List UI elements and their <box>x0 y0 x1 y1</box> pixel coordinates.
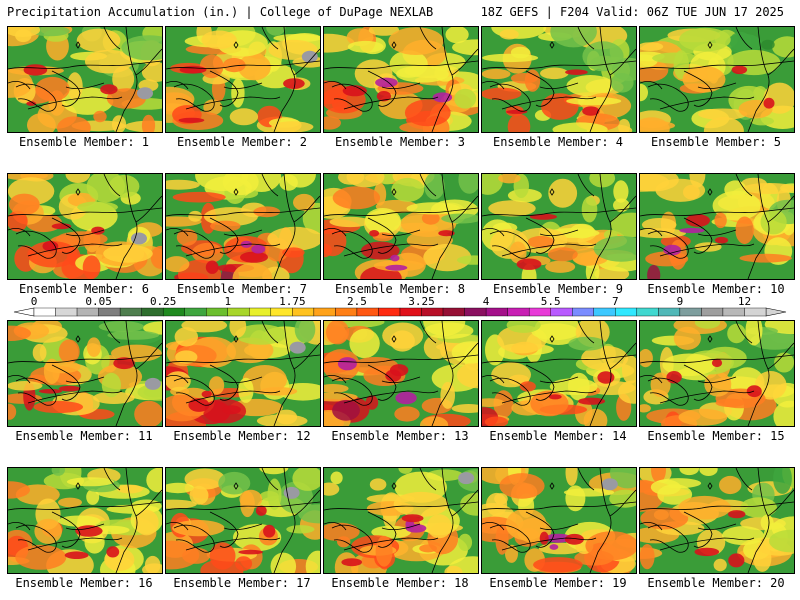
colorbar-tick-label: 0.05 <box>85 295 112 308</box>
colorbar-tick-label: 3.25 <box>408 295 435 308</box>
colorbar-swatch <box>528 307 551 317</box>
ensemble-member-label: Ensemble Member: 15 <box>647 429 785 443</box>
ensemble-member-label: Ensemble Member: 8 <box>334 282 466 296</box>
colorbar-swatch <box>119 307 142 317</box>
ensemble-member-map <box>481 467 637 574</box>
ensemble-member-label: Ensemble Member: 17 <box>173 576 311 590</box>
colorbar-swatch <box>356 307 379 317</box>
ensemble-member-map <box>481 320 637 427</box>
ensemble-member-label: Ensemble Member: 3 <box>334 135 466 149</box>
ensemble-member-label: Ensemble Member: 11 <box>15 429 153 443</box>
colorbar-swatch <box>593 307 616 317</box>
run-info: 18Z GEFS | F204 Valid: 06Z TUE JUN 17 20… <box>480 5 784 19</box>
colorbar-swatch <box>184 307 207 317</box>
colorbar-tick-label: 7 <box>612 295 619 308</box>
colorbar-tick-label: 1 <box>224 295 231 308</box>
ensemble-member-map <box>639 320 795 427</box>
colorbar-swatch <box>615 307 638 317</box>
ensemble-member-label: Ensemble Member: 19 <box>489 576 627 590</box>
colorbar-swatch <box>399 307 422 317</box>
ensemble-member-label: Ensemble Member: 5 <box>650 135 782 149</box>
ensemble-member-map <box>7 320 163 427</box>
ensemble-member-label: Ensemble Member: 1 <box>18 135 150 149</box>
colorbar-tick-label: 12 <box>738 295 751 308</box>
colorbar-swatch <box>744 307 767 317</box>
colorbar-swatch <box>636 307 659 317</box>
colorbar-swatch <box>227 307 250 317</box>
colorbar-swatch <box>33 307 56 317</box>
colorbar-swatch <box>292 307 315 317</box>
ensemble-member-map <box>323 26 479 133</box>
colorbar-swatch <box>313 307 336 317</box>
colorbar-swatch <box>378 307 401 317</box>
colorbar-tick-label: 2.5 <box>347 295 367 308</box>
ensemble-member-label: Ensemble Member: 2 <box>176 135 308 149</box>
colorbar-swatch <box>421 307 444 317</box>
colorbar-swatch <box>658 307 681 317</box>
colorbar-swatch <box>335 307 358 317</box>
colorbar-swatch <box>55 307 78 317</box>
colorbar-swatch <box>76 307 99 317</box>
ensemble-member-label: Ensemble Member: 7 <box>176 282 308 296</box>
ensemble-member-map <box>639 26 795 133</box>
ensemble-member-map <box>323 173 479 280</box>
colorbar-swatch <box>701 307 724 317</box>
colorbar-swatch <box>249 307 272 317</box>
colorbar-tick-label: 1.75 <box>279 295 306 308</box>
ensemble-member-map <box>165 320 321 427</box>
colorbar-swatch <box>464 307 487 317</box>
ensemble-member-map <box>7 467 163 574</box>
colorbar-left-arrow <box>13 307 35 317</box>
ensemble-member-map <box>481 173 637 280</box>
ensemble-member-label: Ensemble Member: 10 <box>647 282 785 296</box>
ensemble-member-label: Ensemble Member: 13 <box>331 429 469 443</box>
colorbar-right-arrow <box>765 307 787 317</box>
colorbar-tick-label: 5.5 <box>541 295 561 308</box>
ensemble-member-map <box>7 26 163 133</box>
ensemble-member-label: Ensemble Member: 6 <box>18 282 150 296</box>
ensemble-member-label: Ensemble Member: 16 <box>15 576 153 590</box>
ensemble-member-map <box>165 467 321 574</box>
ensemble-member-label: Ensemble Member: 12 <box>173 429 311 443</box>
ensemble-member-label: Ensemble Member: 4 <box>492 135 624 149</box>
ensemble-member-map <box>323 467 479 574</box>
ensemble-member-map <box>165 26 321 133</box>
ensemble-member-map <box>165 173 321 280</box>
ensemble-member-map <box>639 173 795 280</box>
colorbar-swatch <box>442 307 465 317</box>
colorbar-swatch <box>98 307 121 317</box>
ensemble-member-map <box>639 467 795 574</box>
precipitation-colorbar: 0 0.05 0.25 1 1.75 2.5 3.25 4 5.5 7 9 12 <box>13 295 787 317</box>
colorbar-swatch <box>507 307 530 317</box>
ensemble-member-label: Ensemble Member: 14 <box>489 429 627 443</box>
colorbar-tick-label: 9 <box>677 295 684 308</box>
ensemble-member-map <box>323 320 479 427</box>
colorbar-tick-label: 0.25 <box>150 295 177 308</box>
colorbar-swatch <box>572 307 594 317</box>
ensemble-member-label: Ensemble Member: 9 <box>492 282 624 296</box>
ensemble-member-label: Ensemble Member: 20 <box>647 576 785 590</box>
colorbar-swatch <box>162 307 185 317</box>
colorbar-swatch <box>485 307 508 317</box>
ensemble-member-label: Ensemble Member: 18 <box>331 576 469 590</box>
colorbar-swatch <box>206 307 228 317</box>
colorbar-tick-label: 4 <box>483 295 490 308</box>
colorbar-swatch <box>550 307 573 317</box>
colorbar-swatch <box>722 307 745 317</box>
colorbar-tick-label: 0 <box>31 295 38 308</box>
ensemble-member-map <box>7 173 163 280</box>
colorbar-swatch <box>270 307 293 317</box>
colorbar-swatch <box>679 307 702 317</box>
map-title: Precipitation Accumulation (in.) | Colle… <box>7 5 434 19</box>
colorbar-swatch <box>141 307 164 317</box>
ensemble-member-map <box>481 26 637 133</box>
